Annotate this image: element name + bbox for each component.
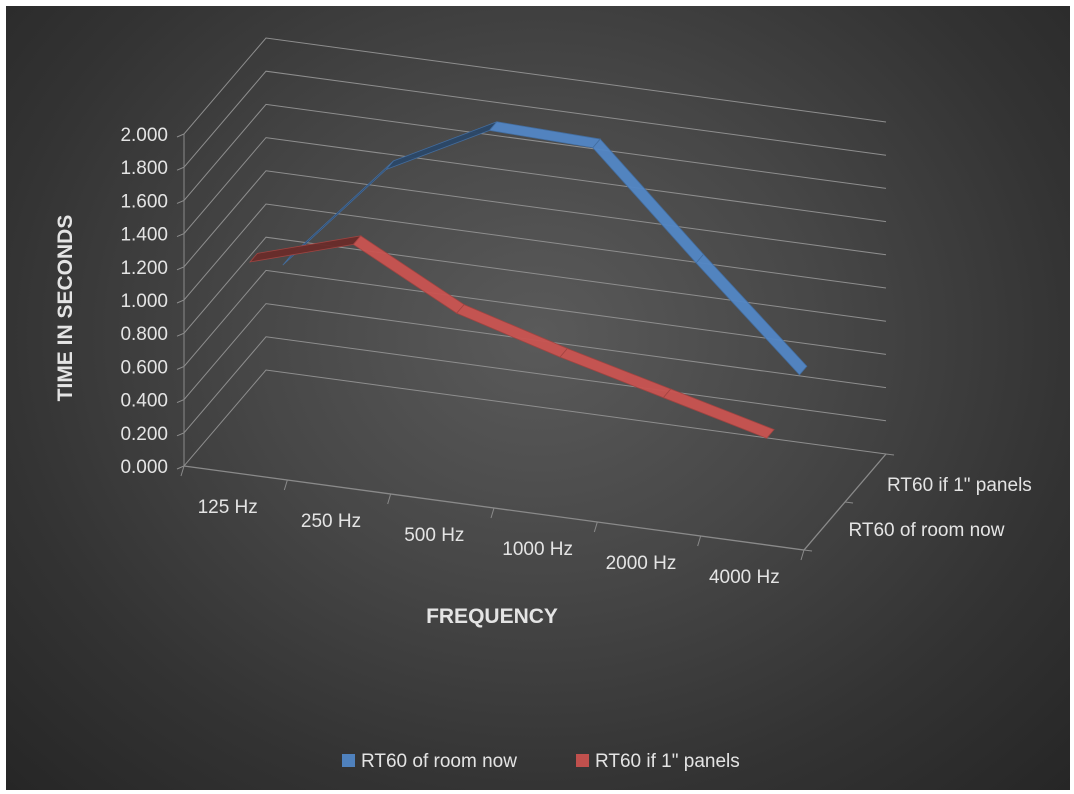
gridline bbox=[176, 236, 887, 337]
x-tick-mark bbox=[490, 507, 495, 519]
depth-tick-mark bbox=[844, 501, 854, 504]
depth-tick-mark bbox=[885, 453, 895, 456]
ribbon-segment bbox=[352, 235, 465, 314]
floor-edge bbox=[183, 453, 887, 551]
gridlines bbox=[176, 37, 887, 470]
ribbon-segment bbox=[248, 235, 362, 263]
y-tick-label: 0.200 bbox=[120, 424, 168, 445]
gridline bbox=[176, 369, 887, 470]
x-tick-label: 2000 Hz bbox=[606, 553, 677, 574]
chart-area: 0.000 0.200 0.400 0.600 0.800 1.000 1.200 1.400… bbox=[6, 6, 1070, 790]
x-tick-label: 250 Hz bbox=[301, 511, 361, 532]
gridline bbox=[176, 203, 887, 304]
ribbon-segment bbox=[662, 388, 775, 439]
line-3d-chart: 0.000 0.200 0.400 0.600 0.800 1.000 1.200 1.400… bbox=[54, 37, 1032, 772]
gridline bbox=[176, 70, 887, 171]
ribbon-segment bbox=[456, 304, 569, 358]
depth-tick-labels: RT60 if 1" panels RT60 of room now bbox=[803, 453, 1032, 552]
y-tick-label: 0.400 bbox=[120, 391, 168, 412]
gridline bbox=[176, 303, 887, 404]
depth-tick-label: RT60 of room now bbox=[849, 520, 1005, 541]
y-tick-label: 1.400 bbox=[120, 225, 168, 246]
legend-label-room-now: RT60 of room now bbox=[361, 751, 517, 772]
y-tick-label: 1.800 bbox=[120, 158, 168, 179]
gridline bbox=[176, 269, 887, 370]
ribbon-segment bbox=[592, 138, 705, 264]
legend: RT60 of room now RT60 if 1" panels bbox=[342, 751, 740, 772]
ribbon-segment bbox=[385, 121, 498, 170]
y-tick-label: 1.200 bbox=[120, 258, 168, 279]
y-axis-title: TIME IN SECONDS bbox=[54, 215, 77, 402]
x-tick-label: 4000 Hz bbox=[709, 567, 780, 588]
depth-tick-label: RT60 if 1" panels bbox=[887, 475, 1032, 496]
x-axis-title: FREQUENCY bbox=[426, 605, 558, 628]
y-tick-label: 1.000 bbox=[120, 291, 168, 312]
legend-label-panels: RT60 if 1" panels bbox=[595, 751, 740, 772]
legend-swatch-panels bbox=[576, 754, 589, 767]
ribbon-segment bbox=[695, 253, 808, 376]
y-tick-label: 0.600 bbox=[120, 357, 168, 378]
x-tick-label: 1000 Hz bbox=[502, 539, 573, 560]
x-tick-mark bbox=[283, 479, 288, 491]
x-tick-mark bbox=[800, 549, 805, 561]
y-tick-label: 0.000 bbox=[120, 457, 168, 478]
y-tick-labels: 0.000 0.200 0.400 0.600 0.800 1.000 1.200 1.400… bbox=[120, 125, 168, 478]
gridline bbox=[176, 37, 887, 138]
legend-swatch-room-now bbox=[342, 754, 355, 767]
x-tick-label: 125 Hz bbox=[198, 497, 258, 518]
series-room-now bbox=[282, 121, 808, 376]
y-tick-label: 0.800 bbox=[120, 324, 168, 345]
x-tick-mark bbox=[593, 521, 598, 533]
series-panels bbox=[248, 235, 775, 439]
gridline bbox=[176, 336, 887, 437]
gridline bbox=[176, 103, 887, 204]
x-tick-label: 500 Hz bbox=[404, 525, 464, 546]
series-ribbons bbox=[248, 121, 808, 439]
gridline bbox=[176, 170, 887, 271]
x-tick-labels: 125 Hz 250 Hz 500 Hz 1000 Hz 2000 Hz 4000 Hz bbox=[180, 465, 805, 588]
ribbon-segment bbox=[488, 121, 601, 149]
depth-tick-mark bbox=[803, 549, 813, 552]
x-tick-mark bbox=[180, 465, 185, 477]
gridline bbox=[176, 137, 887, 238]
y-tick-label: 2.000 bbox=[120, 125, 168, 146]
x-tick-mark bbox=[697, 535, 702, 547]
y-tick-label: 1.600 bbox=[120, 191, 168, 212]
x-tick-mark bbox=[387, 493, 392, 505]
